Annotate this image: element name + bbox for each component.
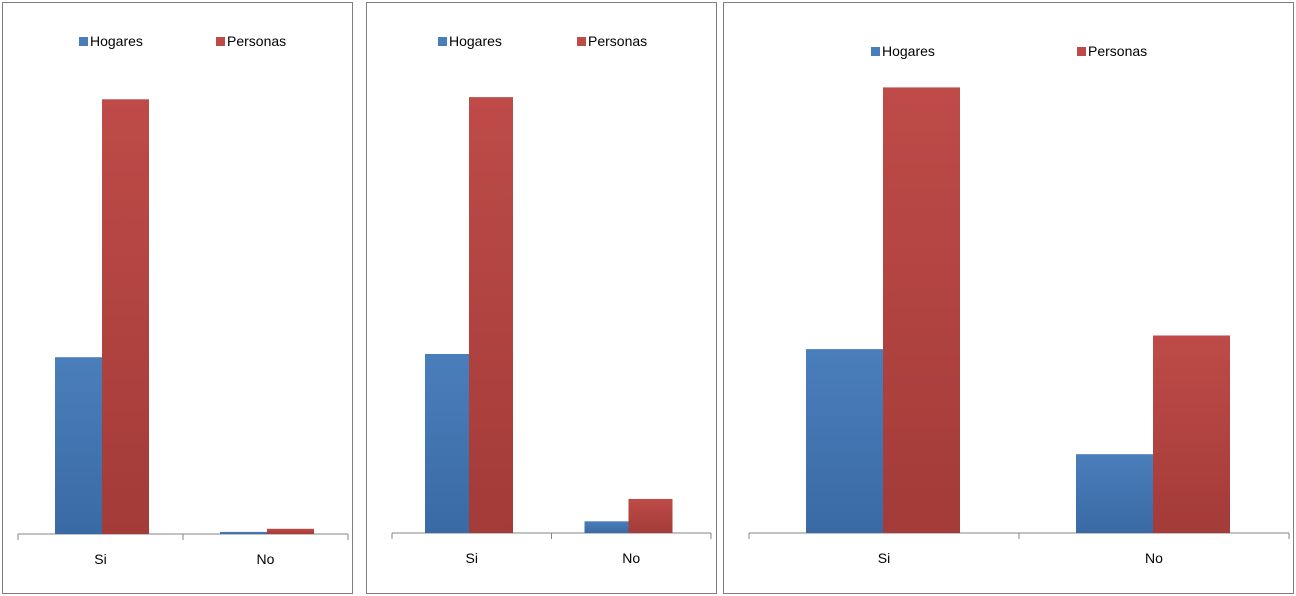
legend-label-personas: Personas [227, 33, 286, 49]
bar-personas-no [1153, 335, 1230, 533]
legend-label-hogares: Hogares [449, 33, 502, 49]
bar-hogares-no [220, 532, 267, 534]
chart-panel-2: Hogares Personas Si No [366, 2, 717, 594]
x-tick-label-si: Si [878, 550, 890, 566]
chart-panel-3: Hogares Personas Si No [723, 2, 1294, 594]
x-tick-label-no: No [1145, 550, 1163, 566]
chart-panel-1: Hogares Personas Si No [2, 2, 353, 594]
bar-hogares-si [806, 349, 883, 533]
chart-2-svg: Hogares Personas Si No [367, 3, 716, 593]
x-tick-label-si: Si [466, 550, 478, 566]
x-tick-label-no: No [257, 551, 275, 567]
bar-personas-no [629, 499, 673, 533]
legend-label-personas: Personas [588, 33, 647, 49]
bar-personas-no [267, 529, 314, 534]
bar-hogares-no [585, 521, 629, 533]
legend-swatch-hogares [438, 37, 447, 46]
legend-swatch-personas [577, 37, 586, 46]
x-tick-label-si: Si [94, 551, 106, 567]
legend-swatch-hogares [79, 37, 88, 46]
legend-label-personas: Personas [1088, 43, 1147, 59]
x-tick-label-no: No [622, 550, 640, 566]
bar-hogares-si [425, 354, 469, 533]
bar-personas-si [469, 97, 513, 533]
legend-swatch-personas [216, 37, 225, 46]
chart-3-svg: Hogares Personas Si No [724, 3, 1293, 593]
legend-swatch-personas [1077, 47, 1086, 56]
bar-personas-si [883, 87, 960, 533]
legend-label-hogares: Hogares [90, 33, 143, 49]
bar-hogares-si [55, 357, 102, 534]
legend-label-hogares: Hogares [882, 43, 935, 59]
chart-1-svg: Hogares Personas Si No [3, 3, 352, 593]
bar-personas-si [102, 99, 149, 534]
bar-hogares-no [1076, 454, 1153, 533]
legend-swatch-hogares [871, 47, 880, 56]
